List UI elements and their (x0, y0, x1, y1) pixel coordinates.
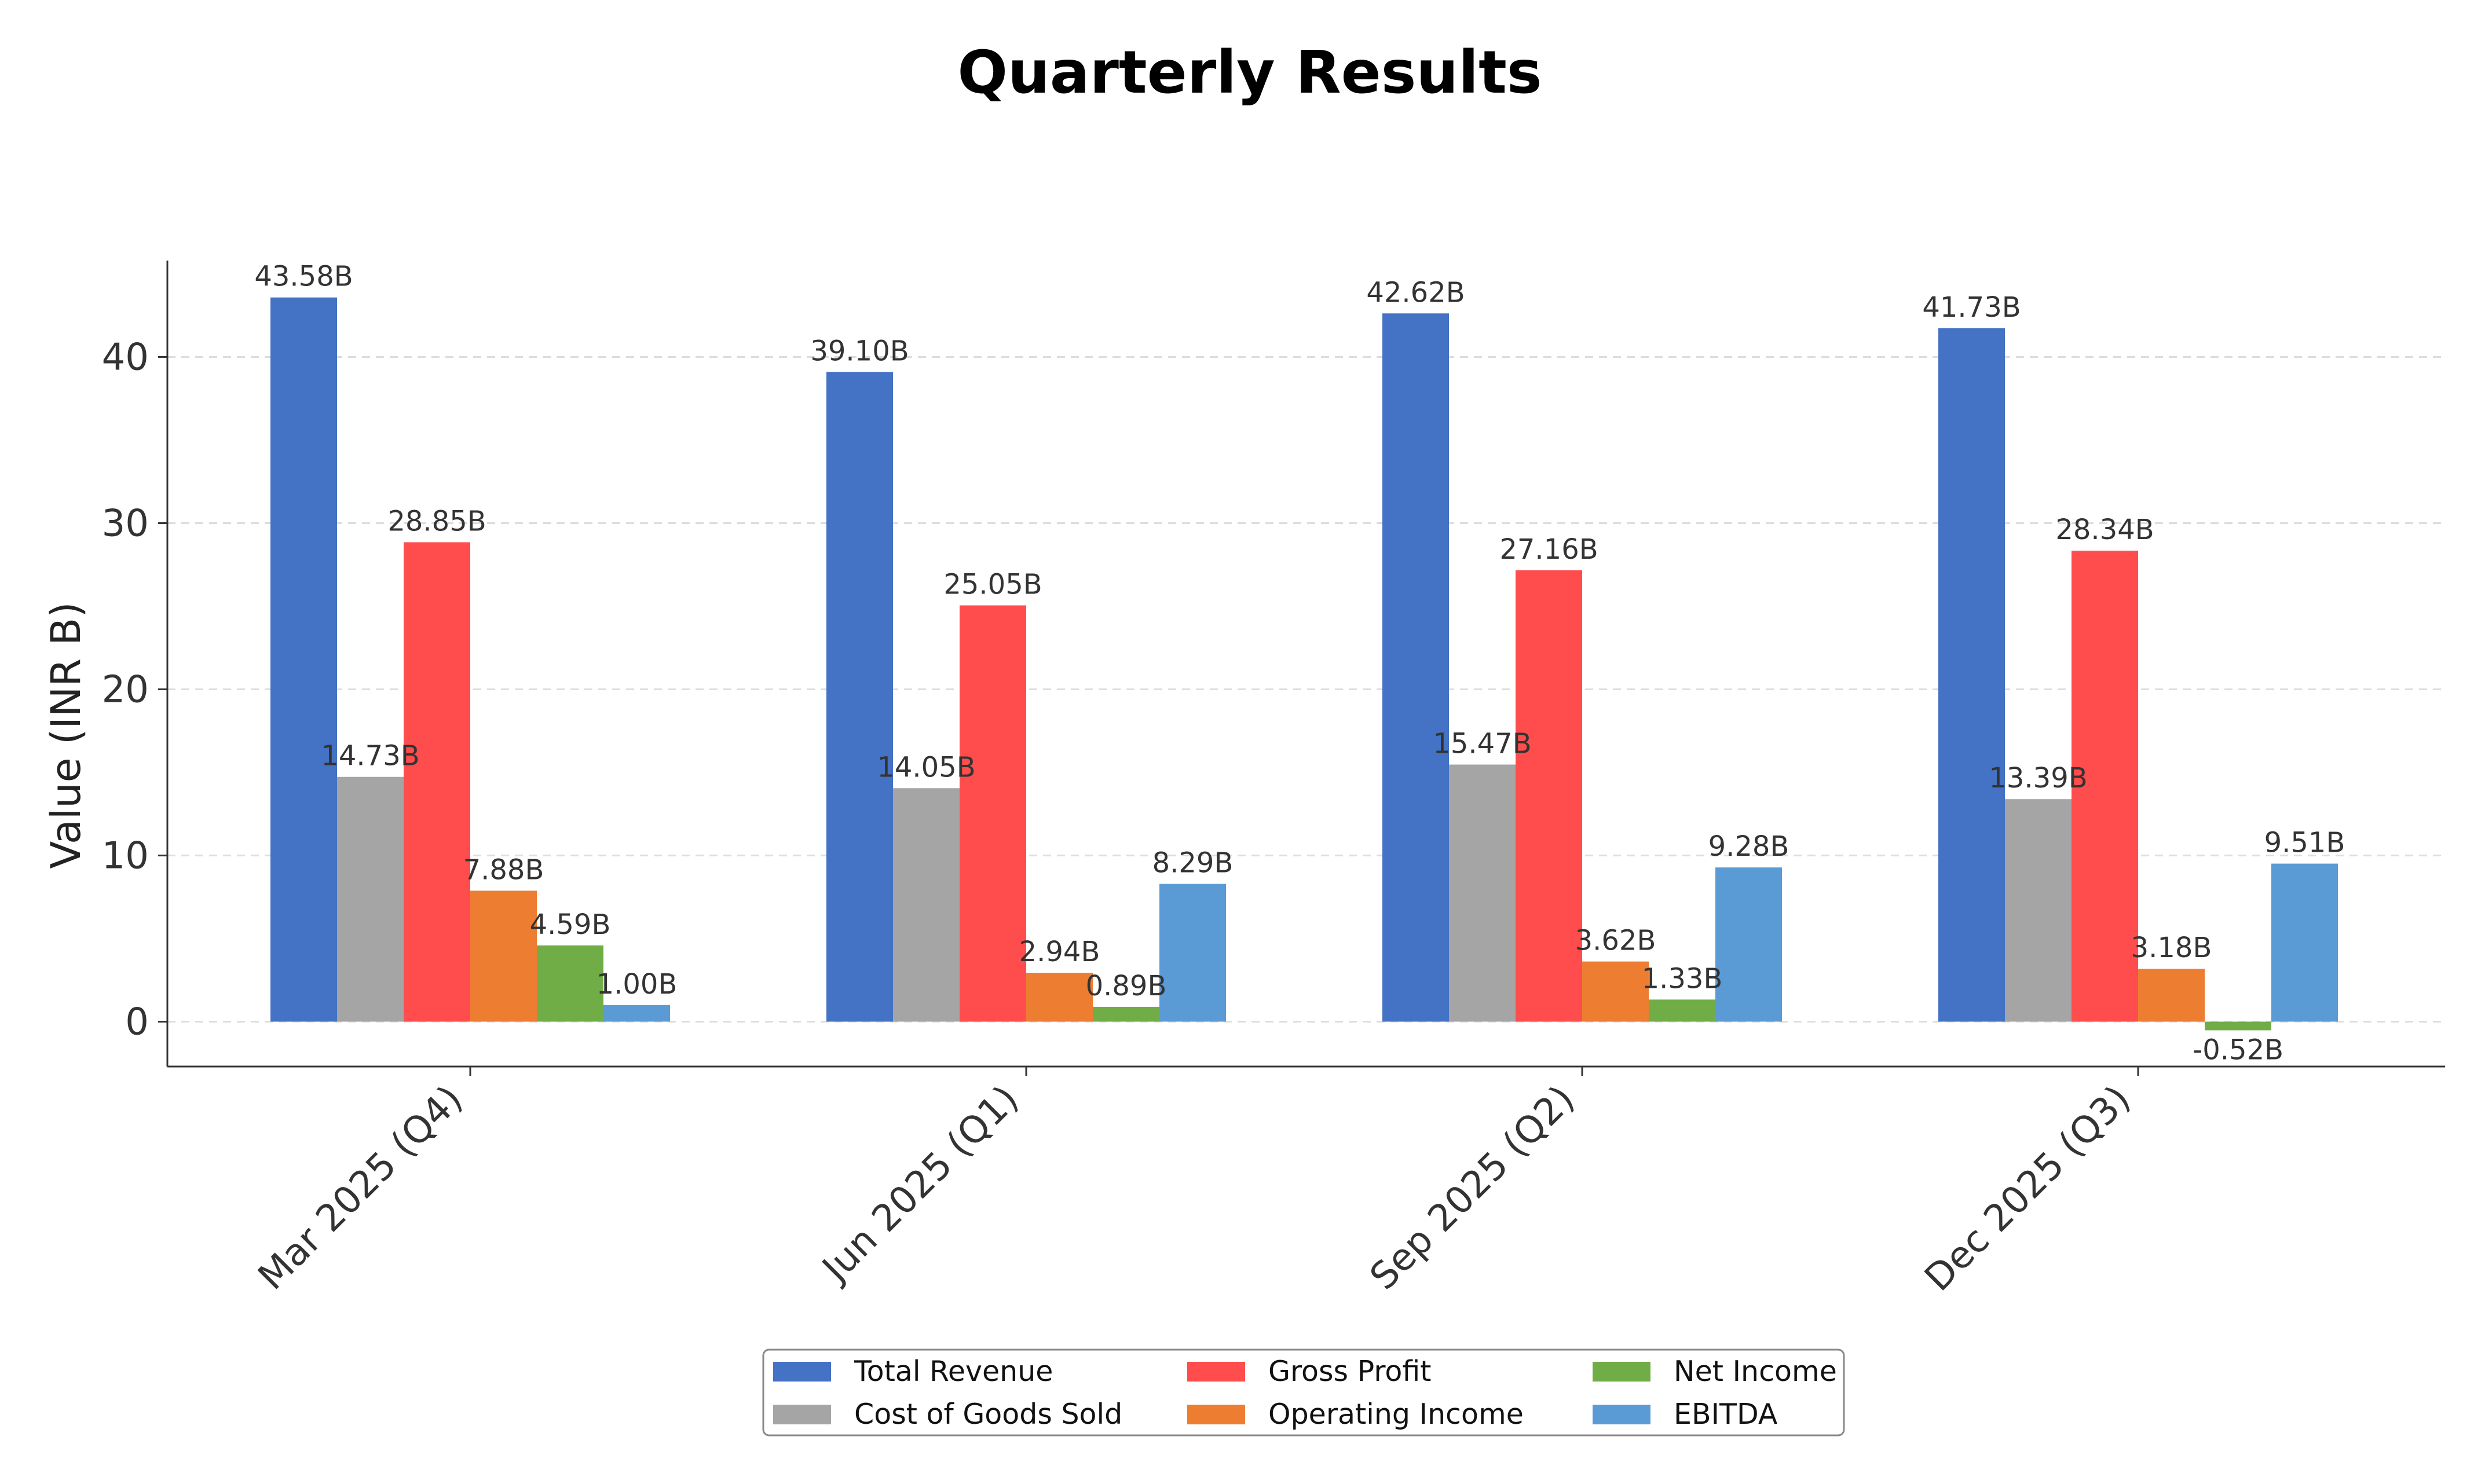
data-label: 4.59B (530, 908, 611, 941)
data-labels-layer: 43.58B 14.73B 28.85B 7.88B 4.59B 1.00B 39.10B 1… (254, 261, 2345, 1067)
data-label: 3.62B (1575, 925, 1656, 957)
bar (1026, 973, 1093, 1022)
y-tick-label: 0 (125, 1001, 149, 1044)
bar (2205, 1021, 2271, 1031)
bar (2271, 863, 2338, 1022)
legend-swatch (773, 1362, 831, 1382)
bar (2072, 551, 2138, 1022)
legend-swatch (1593, 1362, 1650, 1382)
data-label: 28.85B (387, 505, 486, 537)
data-label: 9.28B (1708, 830, 1789, 863)
bar (1159, 884, 1226, 1022)
bar (270, 297, 337, 1022)
bar (603, 1005, 670, 1022)
legend-swatch (1593, 1405, 1650, 1424)
bar (1649, 999, 1715, 1022)
bar (1382, 313, 1449, 1022)
bar (2005, 799, 2072, 1022)
bar (1449, 764, 1516, 1022)
legend-label: Operating Income (1268, 1398, 1524, 1431)
legend-swatch (773, 1405, 831, 1424)
data-label: 27.16B (1499, 533, 1598, 566)
data-label: 1.33B (1642, 962, 1723, 995)
data-label: 3.18B (2131, 932, 2212, 964)
legend-label: Total Revenue (854, 1355, 1053, 1388)
legend-label: Gross Profit (1268, 1355, 1431, 1388)
bar (470, 891, 537, 1022)
bar (826, 372, 893, 1022)
bar (1582, 961, 1649, 1022)
y-axis-label: Value (INR B) (42, 602, 90, 869)
bar (1516, 570, 1582, 1022)
data-label: 43.58B (254, 261, 353, 293)
bar (337, 776, 404, 1022)
data-label: 28.34B (2055, 514, 2154, 546)
y-tick-label: 20 (102, 668, 149, 711)
legend-label: Cost of Goods Sold (854, 1398, 1122, 1431)
data-label: 0.89B (1086, 970, 1167, 1002)
data-label: 41.73B (1922, 291, 2021, 324)
legend-label: EBITDA (1674, 1398, 1778, 1431)
data-label: 2.94B (1019, 936, 1100, 968)
y-tick-label: 40 (102, 336, 149, 379)
chart-title: Quarterly Results (957, 38, 1542, 107)
data-label: 7.88B (463, 853, 544, 886)
data-label: 14.73B (321, 740, 419, 772)
data-label: 14.05B (877, 751, 975, 783)
legend-swatch (1187, 1405, 1245, 1424)
bar (537, 945, 603, 1022)
data-label: 25.05B (943, 569, 1042, 601)
data-label: 42.62B (1366, 276, 1465, 309)
x-tick-label: Sep 2025 (Q2) (1362, 1078, 1583, 1298)
x-tick-label: Dec 2025 (Q3) (1917, 1078, 2139, 1300)
data-label: 9.51B (2264, 827, 2345, 859)
data-label: 1.00B (596, 968, 678, 1001)
legend: Total Revenue Cost of Goods Sold Gross Pro… (762, 1349, 1845, 1437)
legend-box (762, 1349, 1845, 1437)
legend-label: Net Income (1674, 1355, 1837, 1388)
data-label: 15.47B (1433, 728, 1531, 760)
bar (960, 605, 1026, 1022)
y-tick-label: 10 (102, 834, 149, 877)
x-tick-label: Jun 2025 (Q1) (813, 1078, 1027, 1292)
bar (2138, 969, 2205, 1022)
bar (404, 542, 470, 1022)
legend-swatch (1187, 1362, 1245, 1382)
data-label: -0.52B (2193, 1034, 2283, 1066)
bar (1093, 1006, 1159, 1022)
data-label: 13.39B (1989, 762, 2087, 794)
bar (893, 788, 960, 1022)
y-tick-label: 30 (102, 502, 149, 545)
bars-layer (270, 297, 2338, 1031)
x-tick-label: Mar 2025 (Q4) (250, 1078, 471, 1298)
bar (1715, 867, 1782, 1022)
bar (1938, 328, 2005, 1022)
data-label: 8.29B (1152, 847, 1234, 880)
data-label: 39.10B (810, 335, 909, 367)
